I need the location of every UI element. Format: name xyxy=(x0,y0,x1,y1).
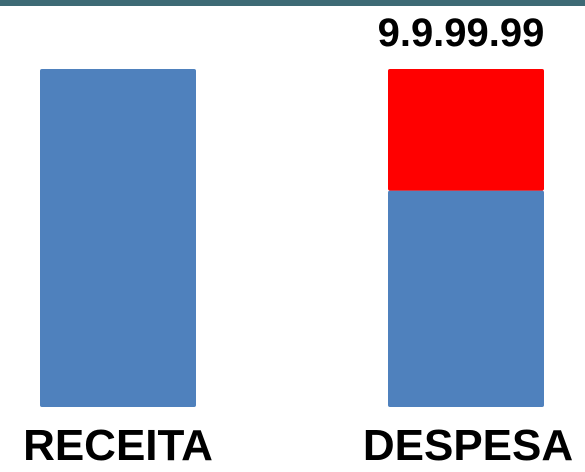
category-label-despesa: DESPESA xyxy=(362,421,574,470)
bar-annotation-code: 9.9.99.99 xyxy=(377,11,545,55)
bar-despesa-segment-1 xyxy=(388,69,544,191)
category-label-receita: RECEITA xyxy=(23,421,213,470)
bar-receita-segment-0 xyxy=(40,69,196,407)
bar-despesa-segment-0 xyxy=(388,190,544,407)
top-border-line xyxy=(0,0,585,6)
